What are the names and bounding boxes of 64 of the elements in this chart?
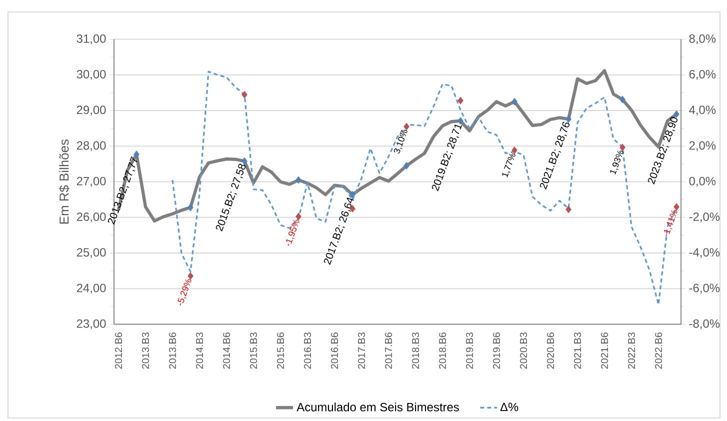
x-tick-label: 2017.B3 — [358, 332, 366, 369]
legend-label: Δ% — [500, 402, 518, 412]
x-tick-label: 2018.B3 — [412, 332, 420, 369]
point — [620, 96, 626, 104]
x-tick-label: 2017.B6 — [384, 332, 392, 369]
point — [296, 212, 302, 220]
point — [296, 176, 302, 184]
y-tick-label: 23,00 — [76, 319, 106, 330]
point — [458, 96, 464, 104]
x-tick-label: 2021.B3 — [574, 332, 582, 369]
point — [188, 204, 194, 212]
x-tick-label: 2013.B3 — [142, 332, 150, 369]
data-label: -5,29% — [178, 279, 192, 306]
x-tick-label: 2019.B3 — [466, 332, 474, 369]
y-tick-label: 24,00 — [76, 284, 106, 294]
data-label: -1,95% — [286, 220, 300, 246]
x-tick-label: 2022.B6 — [654, 332, 662, 369]
y2-tick-label: -2,0% — [689, 212, 720, 222]
y2-tick-label: 8,0% — [689, 34, 716, 44]
point — [620, 144, 626, 152]
point — [512, 146, 518, 154]
point — [242, 90, 248, 98]
y-tick-label: 25,00 — [76, 248, 106, 258]
y-tick-label: 28,00 — [76, 141, 106, 152]
y-tick-label: 29,00 — [76, 106, 106, 116]
y-tick-label: 31,00 — [76, 34, 106, 44]
x-tick-label: 2021.B6 — [600, 332, 608, 369]
x-tick-label: 2022.B3 — [628, 332, 636, 369]
x-tick-label: 2012.B6 — [114, 332, 122, 369]
point — [458, 117, 464, 125]
y-tick-label: 27,00 — [76, 176, 106, 187]
x-tick-label: 2015.B3 — [250, 332, 258, 369]
y2-tick-label: -6,0% — [689, 284, 720, 294]
y2-tick-label: -4,0% — [689, 248, 720, 258]
x-tick-label: 2013.B6 — [168, 332, 176, 369]
x-tick-label: 2020.B6 — [546, 332, 554, 369]
point — [674, 203, 680, 211]
x-tick-label: 2015.B6 — [276, 332, 284, 369]
y2-tick-label: 0,0% — [689, 176, 716, 187]
data-label: -1,41% — [664, 210, 678, 236]
data-label: 3,10% — [394, 130, 408, 154]
x-tick-label: 2020.B3 — [520, 332, 528, 369]
point — [350, 190, 356, 198]
x-tick-label: 2018.B6 — [438, 332, 446, 369]
y2-tick-label: 2,0% — [689, 141, 716, 152]
point — [566, 206, 572, 214]
point — [188, 272, 194, 280]
data-label: 1,77% — [502, 154, 516, 178]
y2-tick-label: 6,0% — [689, 70, 716, 80]
point — [404, 122, 410, 130]
data-label: 1,93% — [610, 150, 624, 175]
y-axis-title: Em R$ Bilhões — [58, 139, 70, 224]
x-tick-label: 2016.B3 — [304, 332, 312, 369]
y2-tick-label: -8,0% — [689, 319, 720, 330]
x-tick-label: 2014.B3 — [196, 332, 204, 369]
y-tick-label: 26,00 — [76, 212, 106, 222]
x-tick-label: 2016.B6 — [330, 332, 338, 369]
point — [404, 162, 410, 170]
y2-tick-label: 4,0% — [689, 106, 716, 116]
point — [512, 98, 518, 106]
legend-label: Acumulado em Seis Bimestres — [296, 402, 459, 412]
x-tick-label: 2019.B6 — [492, 332, 500, 369]
y-tick-label: 30,00 — [76, 70, 106, 80]
x-tick-label: 2014.B6 — [222, 332, 230, 369]
